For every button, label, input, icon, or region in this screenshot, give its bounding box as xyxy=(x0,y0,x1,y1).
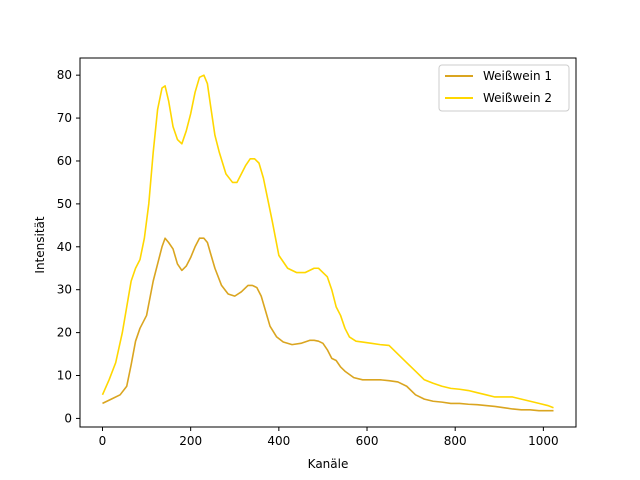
y-tick-label: 30 xyxy=(57,283,72,297)
y-tick-label: 70 xyxy=(57,111,72,125)
x-tick-label: 0 xyxy=(99,434,107,448)
axes-layer: 0 200 400 600 800 1000 0 10 20 30 40 50 60 70 80 xyxy=(57,57,577,448)
y-tick-label: 40 xyxy=(57,240,72,254)
y-tick-label: 10 xyxy=(57,369,72,383)
plot-frame xyxy=(79,57,577,428)
legend: Weißwein 1 Weißwein 2 xyxy=(438,64,570,112)
y-tick-label: 60 xyxy=(57,154,72,168)
x-tick-label: 800 xyxy=(444,434,467,448)
y-tick-label: 80 xyxy=(57,68,72,82)
y-tick-label: 50 xyxy=(57,197,72,211)
x-tick-label: 600 xyxy=(356,434,379,448)
x-axis-label: Kanäle xyxy=(308,457,349,471)
series-line-1 xyxy=(102,237,554,412)
x-tick-label: 1000 xyxy=(528,434,559,448)
legend-label-2: Weißwein 2 xyxy=(483,91,552,105)
legend-label-1: Weißwein 1 xyxy=(483,69,552,83)
series-layer xyxy=(101,74,554,412)
y-tick-label: 0 xyxy=(64,411,72,425)
series-line-2 xyxy=(101,74,554,409)
y-axis-label: Intensität xyxy=(33,216,47,273)
x-tick-label: 400 xyxy=(267,434,290,448)
x-tick-label: 200 xyxy=(179,434,202,448)
y-tick-label: 20 xyxy=(57,326,72,340)
